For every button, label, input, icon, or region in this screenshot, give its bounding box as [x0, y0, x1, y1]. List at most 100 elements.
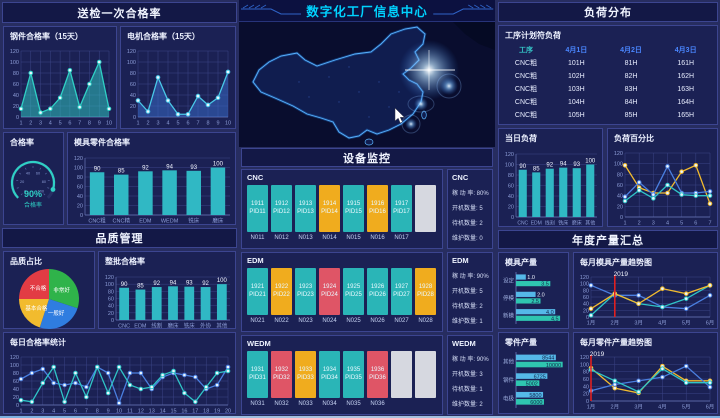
monitor-section-header: 设备监控: [241, 148, 493, 167]
svg-text:铣床: 铣床: [184, 322, 196, 330]
monitor-stats-cnc: CNC 稼 动 率: 80% 开机数量: 5 待机数量: 2 维护数量: 0: [447, 169, 493, 249]
svg-text:其他: 其他: [585, 220, 595, 227]
machine-cell: [415, 351, 436, 407]
plan-table-cell: 163H: [677, 86, 695, 93]
svg-text:100: 100: [217, 278, 228, 284]
svg-text:93: 93: [186, 281, 193, 287]
svg-text:100: 100: [38, 189, 44, 193]
machine-status-tile: [415, 351, 436, 398]
svg-text:80: 80: [583, 370, 589, 376]
svg-text:20: 20: [508, 205, 514, 211]
machine-node-label: N011: [250, 235, 265, 241]
annual-section-header: 年度产量汇总: [498, 230, 718, 249]
svg-text:18: 18: [203, 409, 209, 415]
svg-text:1: 1: [623, 221, 626, 227]
main-title-bar: 数字化工厂信息中心: [239, 0, 495, 22]
monitor-group-name: CNC: [247, 173, 264, 182]
machine-grid: 1921 PID21 N021 1922 PID22 N022 1923 PID23 N023 1…: [244, 268, 440, 324]
svg-text:1: 1: [136, 121, 139, 127]
svg-text:80: 80: [42, 180, 46, 184]
svg-text:14: 14: [160, 409, 166, 415]
svg-text:15: 15: [170, 409, 176, 415]
today-load-panel: 当日负荷 0 20 40 60 80 100 120 90 CNC 85 EDM 92 线割 94 铣床 93…: [498, 128, 603, 227]
svg-text:20: 20: [617, 204, 623, 210]
svg-text:20: 20: [13, 104, 19, 110]
svg-text:4.0: 4.0: [546, 310, 554, 316]
svg-text:5: 5: [680, 221, 683, 227]
bottom-accent-line: [0, 416, 720, 418]
svg-text:80: 80: [130, 71, 136, 77]
machine-stat: 维护数量: 2: [452, 402, 483, 408]
svg-text:100: 100: [585, 159, 596, 165]
machine-status-tile: 1927 PID27: [391, 268, 412, 315]
plan-table-cell: 102H: [567, 73, 585, 80]
machine-node-label: N034: [322, 401, 337, 407]
svg-text:120: 120: [74, 156, 83, 162]
svg-text:120: 120: [127, 49, 136, 55]
daily-pass-rate-panel: 每日合格率统计 0 20 40 60 80 100 120 1 2 3 4 5 6 7 8 9 10 11 12 13…: [3, 332, 236, 415]
svg-text:EDM: EDM: [531, 221, 542, 227]
machine-stat: 稼 动 率: 80%: [452, 191, 489, 197]
svg-text:60: 60: [617, 183, 623, 189]
machine-status-tile: 1922 PID22: [271, 268, 292, 315]
svg-text:磨床: 磨床: [572, 220, 582, 227]
svg-text:CNC粗: CNC粗: [88, 217, 106, 225]
svg-text:5002: 5002: [526, 381, 538, 387]
svg-text:钢件: 钢件: [503, 376, 515, 384]
svg-text:100: 100: [213, 162, 224, 168]
quality-share-title: 品质占比: [10, 257, 42, 266]
svg-text:电极: 电极: [503, 395, 515, 403]
machine-status-tile: [391, 351, 412, 398]
svg-text:16: 16: [181, 409, 187, 415]
svg-text:60: 60: [36, 172, 40, 176]
machine-status-tile: 1917 PID17: [391, 185, 412, 232]
svg-text:80: 80: [13, 371, 19, 377]
china-map: [251, 22, 495, 146]
taiwan-island: [421, 110, 427, 120]
parts-production-panel: 零件产量 其他 8544 10000 钢件 6725 5002 电极 5800 6000: [498, 332, 569, 414]
svg-text:2: 2: [30, 409, 33, 415]
svg-text:93: 93: [190, 165, 197, 171]
machine-status-tile: 1913 PID13: [295, 185, 316, 232]
svg-text:93: 93: [573, 162, 580, 168]
svg-text:10: 10: [106, 121, 112, 127]
steel-pass-rate-panel: 钢件合格率（15天） 0 20 40 60 80 100 120 1 2 3 4 5 6 7 8 9 10: [3, 26, 117, 129]
svg-text:120: 120: [10, 355, 19, 361]
svg-text:2: 2: [29, 121, 32, 127]
plan-table-cell: 84H: [624, 99, 638, 106]
svg-text:20: 20: [225, 409, 231, 415]
svg-text:80: 80: [617, 172, 623, 178]
mould-production-panel: 模具产量 设定 1.0 3.5 停模 2.0 2.5 新模 4.0 4.5: [498, 252, 569, 329]
machine-cell: 1932 PID32 N032: [271, 351, 292, 407]
svg-text:1月: 1月: [587, 404, 596, 411]
plan-table-cell: 164H: [677, 99, 695, 106]
stats-group-name: CNC: [452, 173, 469, 182]
machine-node-label: N035: [346, 401, 361, 407]
load-section-header: 负荷分布: [498, 2, 718, 22]
svg-text:9: 9: [107, 409, 110, 415]
plan-table-header-cell: 工序: [519, 47, 533, 54]
svg-text:40: 40: [108, 304, 114, 310]
machine-grid: 1911 PID11 N011 1912 PID12 N012 1913 PID13 N013 1…: [244, 185, 440, 241]
svg-text:94: 94: [560, 162, 567, 168]
svg-text:铣床: 铣床: [188, 217, 200, 225]
svg-text:10: 10: [116, 409, 122, 415]
plan-table-cell: 85H: [624, 112, 638, 119]
load-percent-panel: 负荷百分比 0 20 40 60 80 100 120 1 2 3 4 5 6 7: [607, 128, 718, 227]
machine-cell: 1916 PID16 N016: [367, 185, 388, 241]
plan-table-header-cell: 4月1日: [565, 47, 588, 54]
machine-status-tile: 1936 PID36: [367, 351, 388, 398]
machine-node-label: N015: [346, 235, 361, 241]
svg-text:一般好: 一般好: [48, 309, 65, 317]
machine-stat: 维护数量: 1: [452, 319, 483, 325]
machine-node-label: N013: [298, 235, 313, 241]
svg-text:3: 3: [156, 121, 159, 127]
motor-pass-rate-title: 电机合格率（15天）: [127, 32, 200, 41]
machine-node-label: N026: [370, 318, 385, 324]
monitor-group-wedm: WEDM 1931 PID31 N031 1932 PID32 N032 1933 PID33…: [241, 335, 443, 415]
svg-text:其他: 其他: [503, 357, 515, 365]
machine-cell: 1926 PID26 N026: [367, 268, 388, 324]
machine-cell: 1922 PID22 N022: [271, 268, 292, 324]
svg-text:2: 2: [146, 121, 149, 127]
